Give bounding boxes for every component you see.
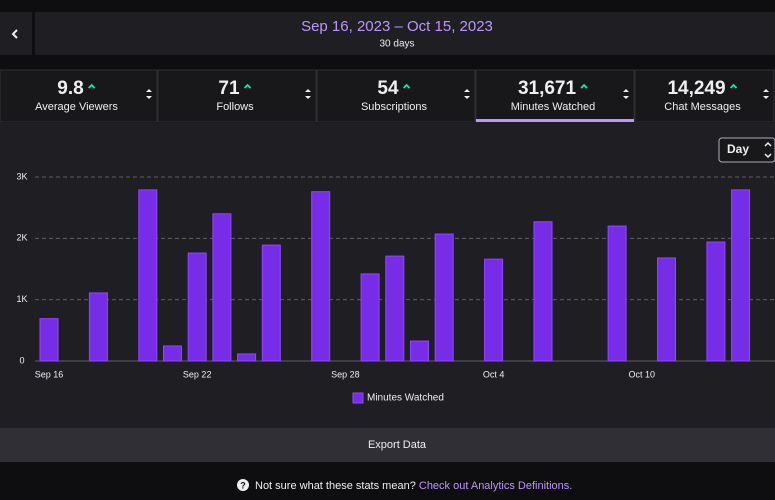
bar [385,255,405,362]
y-tick-label: 2K [16,233,27,243]
bar [706,241,726,362]
trend-up-icon [243,83,252,89]
back-button[interactable] [0,12,32,55]
sort-icon [623,89,629,99]
stat-card[interactable] [157,69,317,123]
stat-value: 71 [218,78,240,99]
bar [410,340,429,362]
legend-label: Minutes Watched [367,393,444,404]
stat-label: Average Viewers [35,101,118,113]
sort-icon [763,89,769,99]
date-bar [35,12,775,55]
bar [261,244,281,362]
bar [731,189,751,362]
bar [360,273,380,362]
x-tick-label: Oct 10 [629,369,656,379]
bar [434,233,454,362]
bar [39,318,59,362]
stat-value: 14,249 [667,78,725,99]
back-icon [11,29,18,39]
y-tick-label: 1K [16,294,27,304]
stat-card[interactable] [475,69,635,123]
bar [311,191,331,362]
stat-value: 9.8 [57,78,83,99]
question: Not sure what these stats mean? [255,480,416,492]
stat-label: Follows [216,101,254,113]
definitions-link[interactable]: Check out Analytics Definitions. [419,480,572,492]
trend-up-icon [580,83,588,89]
bar [88,292,108,362]
help-icon-glyph: ? [240,480,246,490]
bar [212,213,232,362]
export-label: Export Data [368,439,427,451]
stat-value: 54 [377,78,399,99]
period: 30 days [379,39,414,50]
footer-question: Not sure what these stats mean? Check ou… [255,480,572,492]
trend-up-icon [729,83,738,89]
bar [657,257,676,362]
y-tick-label: 0 [19,355,24,365]
stat-card[interactable] [634,69,775,123]
x-tick-label: Sep 16 [35,369,64,379]
bar [484,258,504,362]
x-tick-label: Sep 22 [183,369,212,379]
bar [607,225,627,362]
bar [533,221,553,362]
stat-card[interactable] [0,69,158,123]
bar [187,252,207,362]
y-tick-label: 3K [16,171,27,181]
bar [138,189,158,362]
x-tick-label: Sep 28 [331,369,360,379]
stat-label: Subscriptions [361,101,428,113]
stat-value: 31,671 [518,78,577,99]
granularity: Day [727,142,749,156]
export-button[interactable] [0,428,775,462]
trend-up-icon [402,83,411,89]
stat-label: Minutes Watched [511,101,596,113]
bar [237,353,257,362]
trend-up-icon [88,83,96,89]
x-tick-label: Oct 4 [483,369,505,379]
sort-icon [464,89,470,99]
stat-label: Chat Messages [664,101,741,113]
select-icon [764,141,772,159]
bar [163,345,182,362]
selected-underline [476,119,634,122]
sort-icon [305,89,311,99]
stat-card[interactable] [316,69,476,123]
date-range[interactable]: Sep 16, 2023 – Oct 15, 2023 [301,18,493,35]
granularity-select[interactable] [718,137,775,163]
help-icon [237,479,249,491]
sort-icon [146,89,152,99]
legend-swatch [352,392,364,404]
